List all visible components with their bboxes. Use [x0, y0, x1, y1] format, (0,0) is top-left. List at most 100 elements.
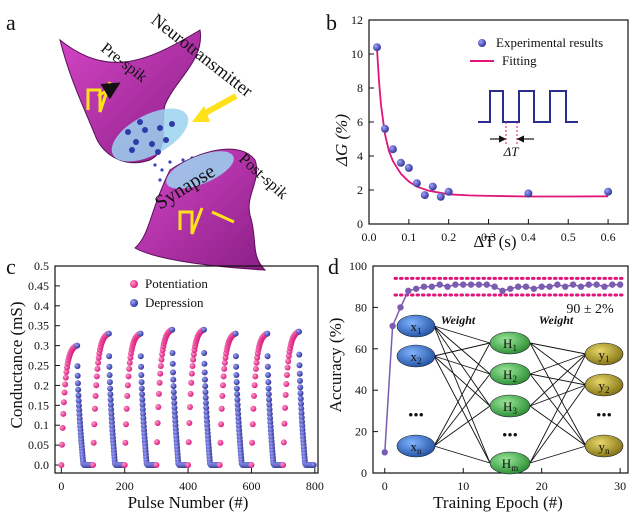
y-tick-label: 12	[351, 13, 363, 27]
potentiation-point	[126, 359, 133, 366]
x-tick-label: 10	[457, 479, 469, 493]
arrow-icon	[97, 82, 121, 100]
x-axis-label: Pulse Number (#)	[128, 493, 249, 512]
potentiation-point	[90, 439, 97, 446]
y-tick-label: 6	[357, 115, 363, 129]
depression-point	[75, 402, 82, 409]
potentiation-point	[250, 405, 257, 412]
x-tick-label: 20	[536, 479, 548, 493]
arrow-head-icon	[192, 106, 210, 122]
depression-point	[266, 401, 273, 408]
legend: Experimental results Fitting	[470, 35, 603, 68]
potentiation-point	[221, 359, 228, 366]
potentiation-point	[185, 462, 192, 469]
y-tick-label: 0.1	[34, 418, 49, 432]
depression-point	[232, 330, 239, 337]
potentiation-point	[282, 404, 289, 411]
connection-line	[529, 353, 587, 407]
panel-c-chart: c Conductance (mS) Pulse Number (#) 0 200…	[6, 254, 324, 512]
depression-point	[265, 391, 272, 398]
output-node	[584, 342, 624, 366]
hidden-node-label: H1	[503, 336, 517, 353]
output-node-label: y1	[599, 347, 610, 364]
depression-point	[202, 399, 209, 406]
potentiation-point	[93, 382, 100, 389]
potentiation-point	[189, 363, 196, 370]
potentiation-point	[121, 462, 128, 469]
accuracy-point	[601, 283, 608, 290]
legend-marker	[478, 39, 486, 47]
depression-point	[108, 406, 115, 413]
hidden-node-label: H3	[503, 399, 517, 416]
potentiation-point	[218, 421, 225, 428]
depression-point	[266, 410, 273, 417]
potentiation-point	[92, 392, 99, 399]
depression-point	[296, 370, 303, 377]
depression-point	[233, 372, 240, 379]
potentiation-point	[252, 365, 259, 372]
plot-area	[58, 326, 317, 469]
legend-entry: Potentiation	[145, 276, 208, 291]
connection-line	[529, 384, 587, 464]
depression-point	[264, 353, 271, 360]
potentiation-point	[158, 356, 165, 363]
accuracy-point	[436, 281, 443, 288]
depression-point	[107, 396, 114, 403]
arrow-icon	[211, 210, 235, 224]
depression-point	[296, 351, 303, 358]
x-tick-label: 800	[306, 479, 324, 493]
depression-point	[203, 404, 210, 411]
depression-point	[234, 401, 241, 408]
potentiation-point	[155, 390, 162, 397]
spike-icon	[178, 207, 204, 235]
depression-point	[201, 376, 208, 383]
potentiation-point	[91, 405, 98, 412]
y-axis-label: Conductance (mS)	[7, 302, 26, 429]
y-tick-label: 0.4	[34, 299, 49, 313]
potentiation-point	[154, 419, 161, 426]
weight-label: Weight	[441, 313, 476, 327]
accuracy-point	[405, 287, 412, 295]
potentiation-point	[190, 356, 197, 363]
legend-marker	[130, 280, 138, 288]
potentiation-point	[185, 439, 192, 446]
potentiation-point	[60, 399, 67, 406]
depression-point	[139, 406, 146, 413]
depression-point	[171, 404, 178, 411]
potentiation-point	[60, 410, 67, 417]
connection-line	[433, 325, 491, 344]
x-axis-label: ΔT (s)	[473, 232, 516, 251]
accuracy-point	[444, 283, 451, 290]
accuracy-point	[593, 281, 600, 288]
accuracy-point	[577, 283, 585, 290]
potentiation-point	[90, 462, 97, 469]
y-tick-label: 20	[355, 425, 367, 439]
potentiation-point	[124, 382, 131, 389]
depression-point	[298, 400, 305, 407]
data-point	[524, 189, 533, 198]
y-tick-label: 0.35	[28, 319, 49, 333]
x-tick-label: 400	[179, 479, 197, 493]
depression-point	[265, 379, 272, 386]
depression-point	[169, 326, 176, 333]
depression-point	[233, 363, 240, 370]
accuracy-point	[562, 283, 569, 290]
potentiation-point	[122, 439, 129, 446]
potentiation-point	[94, 365, 101, 372]
ellipsis: •••	[502, 428, 518, 444]
depression-point	[74, 363, 81, 370]
pulse-train-inset: ΔT	[478, 90, 578, 159]
depression-point	[264, 330, 271, 337]
potentiation-point	[219, 392, 226, 399]
potentiation-point	[248, 462, 255, 469]
potentiation-point	[280, 462, 287, 469]
data-point	[444, 187, 453, 196]
potentiation-point	[125, 373, 132, 380]
depression-point	[170, 369, 177, 376]
x-tick-label: 0.3	[481, 230, 496, 244]
legend-entry: Fitting	[502, 53, 537, 68]
depression-point	[108, 410, 115, 417]
depression-point	[105, 330, 112, 337]
potentiation-point	[124, 392, 131, 399]
